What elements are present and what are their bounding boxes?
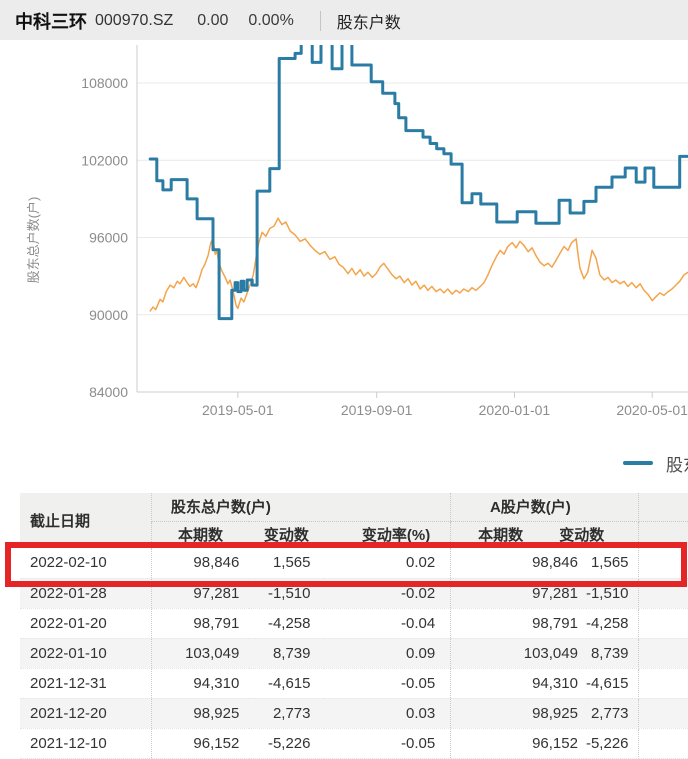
table-row: 2022-01-28 97,281 -1,510 -0.02 97,281 -1,510 [20, 578, 688, 609]
table-cell [638, 728, 688, 759]
table-cell: 2022-01-10 [20, 638, 152, 669]
table-cell: -4,615 [249, 668, 324, 699]
stock-price: 0.00 [197, 11, 229, 29]
y-tick-label: 84000 [89, 384, 128, 400]
table-cell: 98,791 [150, 608, 250, 639]
stock-code: 000970.SZ [95, 11, 174, 29]
table-cell: -5,226 [249, 728, 324, 759]
table-cell [638, 698, 688, 729]
table-row: 2021-12-10 96,152 -5,226 -0.05 96,152 -5,226 [20, 728, 688, 759]
stock-change-percent: 0.00% [248, 11, 294, 29]
table-cell: -4,258 [585, 608, 639, 639]
table-cell [638, 668, 688, 699]
legend[interactable]: 股东总户数 [623, 452, 688, 475]
table-row: 2021-12-31 94,310 -4,615 -0.05 94,310 -4,615 [20, 668, 688, 699]
secondary-line [149, 217, 688, 312]
shareholder-table: 截止日期 股东总户数(户) A股户数(户) 本期数 变动数 变动率(%) 本期数 [20, 493, 688, 759]
table-cell: 98,925 [450, 698, 586, 729]
table-row: 2021-12-20 98,925 2,773 0.03 98,925 2,773 [20, 698, 688, 729]
highlight-box [5, 542, 687, 587]
table-cell: 96,152 [450, 728, 586, 759]
table-cell: 98,846 [150, 548, 250, 579]
table-cell: -5,226 [585, 728, 639, 759]
header-divider [319, 10, 321, 31]
x-tick-label: 2019-05-01 [202, 402, 274, 418]
table-cell: 103,049 [150, 638, 250, 669]
table-cell: 0.02 [323, 548, 451, 579]
total-holders-line [148, 45, 688, 321]
table-cell: 2021-12-31 [20, 668, 152, 699]
table-row: 2022-01-20 98,791 -4,258 -0.04 98,791 -4,258 [20, 608, 688, 639]
table-cell: 0.03 [323, 698, 451, 729]
table-cell: 96,152 [150, 728, 250, 759]
x-tick-label: 2019-09-01 [341, 402, 413, 418]
table-cell: 0.09 [323, 638, 451, 669]
y-tick-label: 96000 [89, 230, 128, 246]
table-cell: -0.05 [323, 728, 451, 759]
table-cell: 2021-12-10 [20, 728, 152, 759]
table-cell: 103,049 [450, 638, 586, 669]
stock-name: 中科三环 [15, 11, 87, 32]
tab-shareholder-count[interactable]: 股东户数 [336, 14, 401, 32]
table-cell: 94,310 [150, 668, 250, 699]
table-cell: -0.05 [323, 668, 451, 699]
chart-canvas[interactable]: 108000 102000 96000 90000 84000 2019-05-01 201… [0, 40, 688, 460]
legend-line-marker [623, 461, 653, 465]
legend-label: 股东总户数 [666, 455, 688, 475]
y-tick-label: 90000 [89, 307, 128, 323]
table-header-group-row: 截止日期 股东总户数(户) A股户数(户) [20, 493, 688, 548]
y-axis-title: 股东总户数(户) [26, 197, 41, 284]
y-tick-label: 102000 [81, 152, 128, 168]
table-cell: 2022-01-20 [20, 608, 152, 639]
column-group-total-holders: 股东总户数(户) [150, 493, 451, 522]
table-cell: 1,565 [585, 548, 639, 579]
table-cell: -0.04 [323, 608, 451, 639]
table-cell: 2,773 [249, 698, 324, 729]
table-cell: 98,791 [450, 608, 586, 639]
stock-header-bar: 中科三环 000970.SZ 0.00 0.00% 股东户数 [0, 0, 688, 41]
column-group-a-share-holders: A股户数(户) [450, 493, 639, 522]
x-tick-label: 2020-01-01 [479, 402, 551, 418]
table-cell [638, 608, 688, 639]
x-tick-label: 2020-05-01 [616, 402, 688, 418]
column-header-date: 截止日期 [20, 493, 152, 548]
column-group-clipped [638, 493, 688, 522]
table-row: 2022-01-10 103,049 8,739 0.09 103,049 8,739 [20, 638, 688, 669]
table-row-highlighted: 2022-02-10 98,846 1,565 0.02 98,846 1,565 [20, 548, 688, 579]
shareholder-chart[interactable]: 108000 102000 96000 90000 84000 2019-05-01 201… [0, 40, 688, 493]
table-cell: 2,773 [585, 698, 639, 729]
table-cell: 8,739 [585, 638, 639, 669]
table-cell: 2022-02-10 [20, 548, 152, 579]
table-cell: -4,615 [585, 668, 639, 699]
table-cell [638, 548, 688, 579]
table-cell [638, 638, 688, 669]
table-cell: -4,258 [249, 608, 324, 639]
y-tick-label: 108000 [81, 75, 128, 91]
table-cell: 94,310 [450, 668, 586, 699]
table-cell: 1,565 [249, 548, 324, 579]
table-cell: 2021-12-20 [20, 698, 152, 729]
table-cell: 8,739 [249, 638, 324, 669]
table-cell: 98,925 [150, 698, 250, 729]
table-cell: 98,846 [450, 548, 586, 579]
